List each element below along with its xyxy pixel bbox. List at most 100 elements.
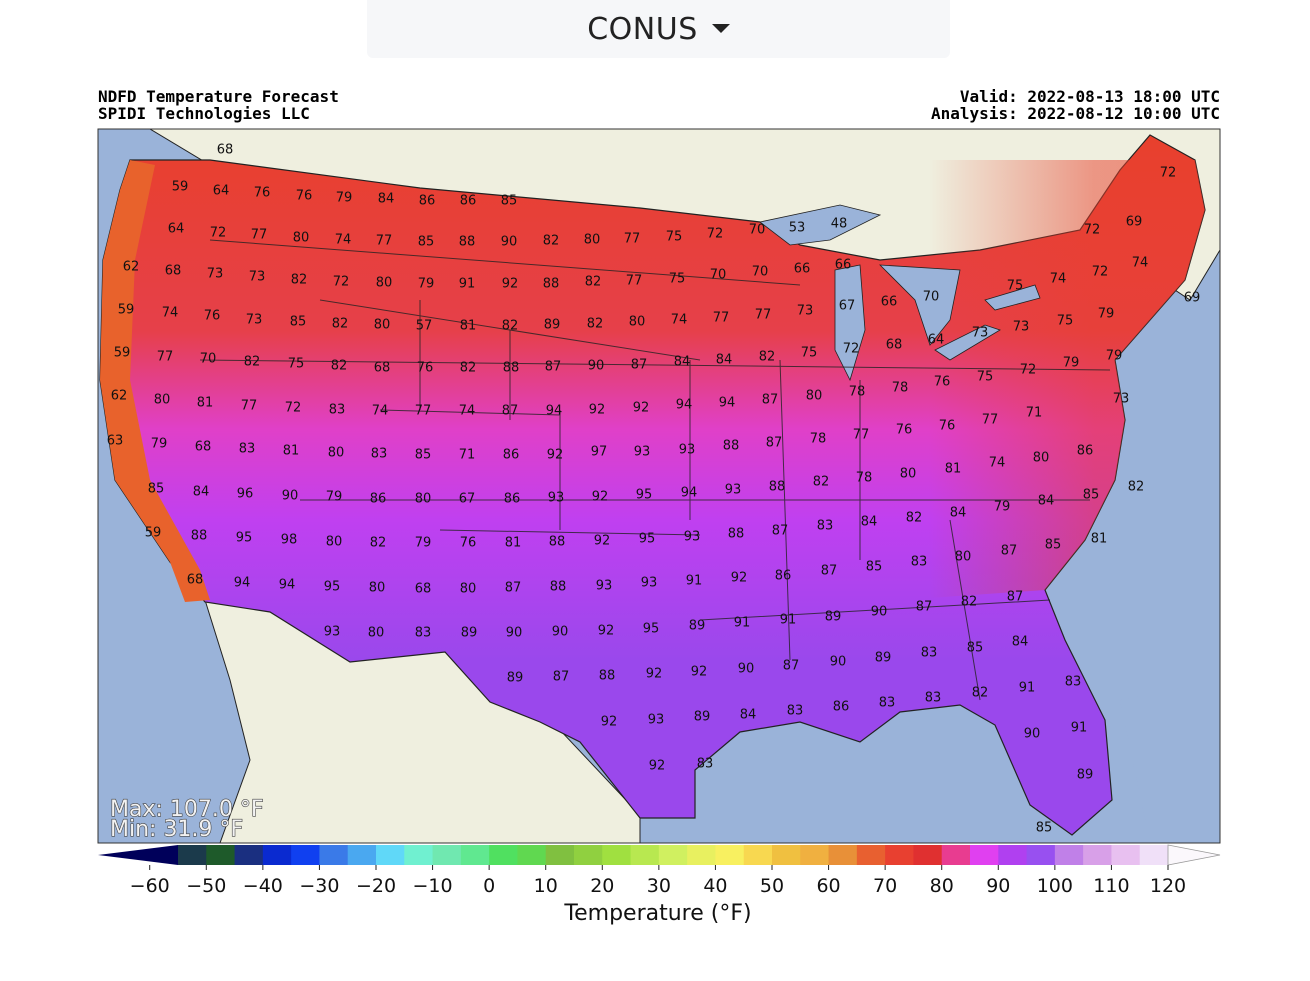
station-temp: 98	[281, 533, 298, 548]
station-temp: 96	[237, 487, 254, 502]
station-temp: 84	[861, 515, 878, 530]
station-temp: 76	[204, 309, 221, 324]
station-temp: 73	[1113, 392, 1130, 407]
station-temp: 59	[114, 346, 131, 361]
station-temp: 84	[1012, 635, 1029, 650]
station-temp: 88	[723, 439, 740, 454]
station-temp: 86	[460, 194, 477, 209]
station-temp: 71	[1026, 406, 1043, 421]
colorbar-bin	[1083, 845, 1112, 865]
station-temp: 83	[921, 646, 938, 661]
station-temp: 91	[734, 616, 751, 631]
lake-ontario	[984, 284, 1041, 311]
station-temp: 95	[236, 531, 253, 546]
station-temp: 74	[989, 456, 1006, 471]
station-temp: 87	[502, 404, 519, 419]
station-temp: 72	[333, 275, 350, 290]
station-temp: 79	[415, 536, 432, 551]
colorbar: −60 −50 −40 −30 −20 −10 0 10 20 30 40 50 60 70 80 90 100…	[98, 844, 1221, 897]
station-temp: 95	[324, 580, 341, 595]
station-temp: 83	[415, 626, 432, 641]
colorbar-bin	[574, 845, 603, 865]
station-temp: 72	[1020, 363, 1037, 378]
station-temp: 92	[646, 667, 663, 682]
station-temp: 78	[856, 471, 873, 486]
colorbar-bin	[1139, 845, 1169, 865]
station-temp: 67	[839, 299, 856, 314]
colorbar-bin	[658, 845, 688, 865]
colorbar-tick-label: −40	[243, 875, 283, 897]
station-temp: 72	[1092, 265, 1109, 280]
station-temp: 82	[587, 317, 604, 332]
station-temp: 92	[547, 448, 564, 463]
station-temp: 93	[684, 530, 701, 545]
station-temp: 76	[934, 375, 951, 390]
station-temp: 95	[643, 622, 660, 637]
station-temp: 73	[249, 270, 266, 285]
station-temp: 79	[1106, 349, 1123, 364]
station-temp: 77	[251, 228, 268, 243]
colorbar-bin	[376, 845, 405, 865]
station-temp: 81	[505, 536, 522, 551]
colorbar-bin	[800, 845, 830, 865]
station-temp: 91	[459, 277, 476, 292]
station-temp: 89	[544, 318, 561, 333]
station-temp: 88	[728, 527, 745, 542]
station-temp: 83	[697, 757, 714, 772]
station-temp: 82	[291, 273, 308, 288]
station-temp: 90	[501, 235, 518, 250]
station-temp: 77	[713, 311, 730, 326]
colorbar-bin	[856, 845, 886, 865]
station-temp: 92	[601, 715, 618, 730]
station-temp: 74	[335, 233, 352, 248]
station-temp: 79	[326, 490, 343, 505]
station-temp: 76	[460, 536, 477, 551]
station-temp: 75	[288, 357, 305, 372]
station-temp: 84	[950, 506, 967, 521]
colorbar-bin	[630, 845, 660, 865]
station-temp: 75	[801, 346, 818, 361]
station-temp: 79	[336, 191, 353, 206]
station-temp: 74	[372, 404, 389, 419]
station-temp: 80	[1033, 451, 1050, 466]
station-temp: 92	[598, 624, 615, 639]
colorbar-bin	[772, 845, 801, 865]
station-temp: 82	[585, 275, 602, 290]
station-temp: 83	[1065, 675, 1082, 690]
station-temp: 79	[418, 277, 435, 292]
station-temp: 87	[1001, 544, 1018, 559]
station-temp: 90	[830, 655, 847, 670]
colorbar-tick-label: 0	[483, 875, 495, 897]
station-temp: 73	[207, 267, 224, 282]
station-temp: 78	[849, 385, 866, 400]
station-temp: 86	[503, 448, 520, 463]
colorbar-tick-label: 50	[760, 875, 784, 897]
station-temp: 87	[772, 524, 789, 539]
station-temp: 77	[415, 404, 432, 419]
station-temp: 68	[217, 143, 234, 158]
station-temp: 85	[290, 315, 307, 330]
station-temp: 64	[168, 222, 185, 237]
colorbar-bin	[234, 845, 264, 865]
station-temp: 84	[378, 192, 395, 207]
station-temp: 89	[694, 710, 711, 725]
station-temp: 80	[368, 626, 385, 641]
station-temp: 83	[787, 704, 804, 719]
region-dropdown[interactable]: CONUS	[367, 0, 950, 58]
station-temp: 84	[193, 485, 210, 500]
station-temp: 78	[892, 381, 909, 396]
colorbar-bin	[687, 845, 716, 865]
station-temp: 91	[686, 574, 703, 589]
station-temp: 73	[1013, 320, 1030, 335]
station-temp: 82	[370, 536, 387, 551]
station-temp: 93	[648, 713, 665, 728]
station-temp: 86	[775, 569, 792, 584]
station-temp: 77	[157, 350, 174, 365]
station-temp: 93	[324, 625, 341, 640]
station-temp: 88	[769, 480, 786, 495]
colorbar-bin	[319, 845, 349, 865]
station-temp: 80	[900, 467, 917, 482]
station-temp: 81	[1091, 532, 1108, 547]
map-source: SPIDI Technologies LLC	[98, 104, 310, 123]
